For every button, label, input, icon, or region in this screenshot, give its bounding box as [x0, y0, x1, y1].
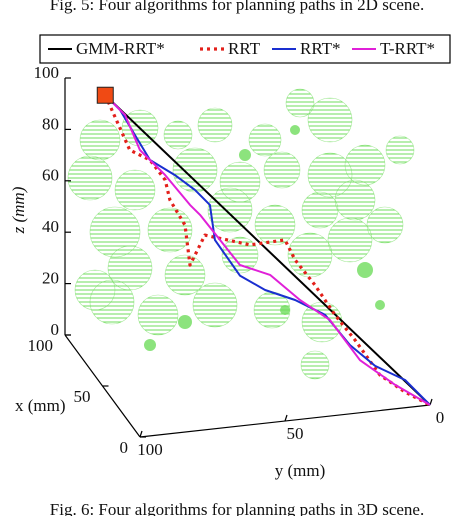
- obstacle: [366, 206, 404, 244]
- obstacle-small: [375, 300, 385, 310]
- obstacle: [327, 217, 373, 263]
- start-marker: [96, 86, 114, 104]
- y-tick-label: 50: [287, 424, 304, 443]
- obstacle: [301, 191, 339, 229]
- z-tick-label: 0: [51, 320, 60, 339]
- legend-label: GMM-RRT*: [76, 39, 165, 58]
- obstacle: [301, 301, 343, 343]
- y-tick-label: 0: [436, 408, 445, 427]
- obstacle: [79, 119, 121, 161]
- obstacle: [307, 97, 353, 143]
- obstacle: [137, 294, 179, 336]
- z-axis-label: z (mm): [9, 186, 28, 234]
- x-tick-label: 100: [28, 336, 54, 355]
- y-tick: [284, 414, 288, 422]
- path-line: [104, 94, 431, 406]
- z-tick-label: 100: [34, 63, 60, 82]
- z-tick-label: 60: [42, 166, 59, 185]
- obstacle-small: [239, 149, 251, 161]
- obstacle: [164, 254, 206, 296]
- obstacle: [89, 279, 135, 325]
- obstacle: [197, 107, 233, 143]
- obstacle: [248, 123, 282, 157]
- legend-label: RRT: [228, 39, 261, 58]
- obstacle: [114, 169, 156, 211]
- x-tick-label: 0: [120, 438, 129, 457]
- legend-box: [39, 34, 451, 64]
- obstacle: [285, 88, 315, 118]
- path-line: [103, 94, 431, 407]
- y-tick: [139, 430, 143, 438]
- obstacle-small: [357, 262, 373, 278]
- y-axis-label: y (mm): [275, 461, 326, 480]
- obstacle: [385, 135, 415, 165]
- obstacle-small: [290, 125, 300, 135]
- obstacle: [67, 155, 113, 201]
- z-tick-label: 80: [42, 114, 59, 133]
- y-tick-label: 100: [137, 440, 163, 459]
- obstacle: [172, 147, 218, 193]
- caption-top: Fig. 5: Four algorithms for planning pat…: [50, 0, 424, 14]
- obstacle: [254, 204, 296, 246]
- legend: GMM-RRT* RRT RRT* T-RRT*: [39, 34, 451, 64]
- path-line: [104, 94, 431, 406]
- path-line: [104, 94, 431, 406]
- obstacle: [163, 120, 193, 150]
- obstacle: [207, 187, 253, 233]
- obstacle: [263, 151, 301, 189]
- obstacle: [287, 232, 333, 278]
- x-tick-label: 50: [74, 387, 91, 406]
- obstacle: [192, 282, 238, 328]
- obstacle: [300, 350, 330, 380]
- z-tick-label: 20: [42, 269, 59, 288]
- obstacle-small: [280, 305, 290, 315]
- obstacles: [67, 88, 415, 380]
- caption-bottom: Fig. 6: Four algorithms for planning pat…: [50, 500, 424, 516]
- obstacle: [344, 144, 386, 186]
- x-axis-label: x (mm): [15, 396, 66, 415]
- obstacle: [147, 207, 193, 253]
- legend-label: T-RRT*: [380, 39, 435, 58]
- obstacle-small: [178, 315, 192, 329]
- legend-label: RRT*: [300, 39, 341, 58]
- z-tick-label: 40: [42, 217, 59, 236]
- obstacle-small: [144, 339, 156, 351]
- obstacle: [334, 179, 376, 221]
- paths: [96, 86, 431, 407]
